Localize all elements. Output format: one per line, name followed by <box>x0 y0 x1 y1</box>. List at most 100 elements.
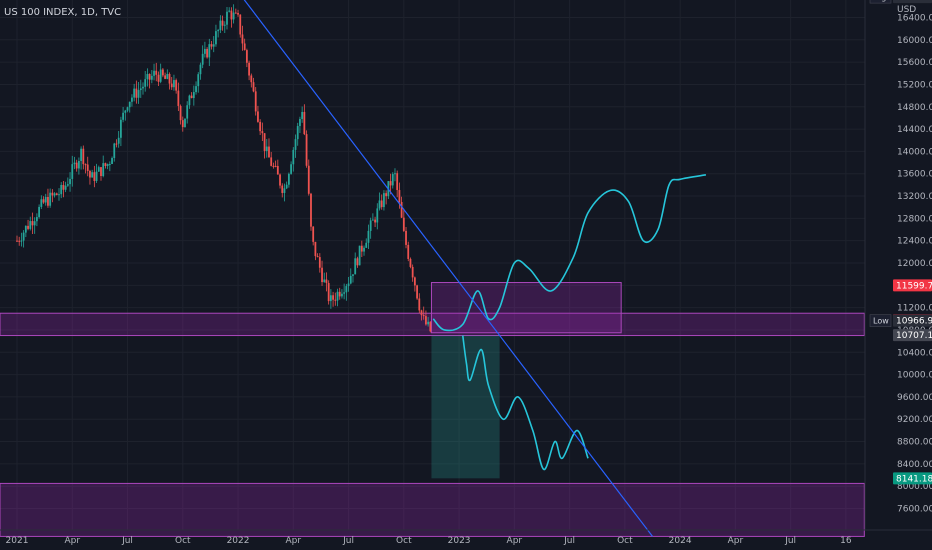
candle-body <box>80 148 83 162</box>
x-tick-label: Jul <box>784 536 796 546</box>
price-badge-value: 10707.19 <box>896 331 932 341</box>
trendline <box>243 0 653 537</box>
candle-body <box>312 226 315 242</box>
candle-body <box>371 219 374 221</box>
x-tick-label: Jul <box>342 536 354 546</box>
candle-body <box>199 64 202 75</box>
candle-body <box>44 196 47 203</box>
price-badge-bg <box>893 472 932 485</box>
price-badge-value: 8141.18 <box>896 474 932 484</box>
trendline-group <box>243 0 653 537</box>
candle-body <box>402 217 405 231</box>
projection-bearish-curve <box>461 335 589 471</box>
candle-body <box>135 88 138 98</box>
candle-body <box>405 230 407 245</box>
candle-body <box>329 295 332 302</box>
candle-body <box>420 310 423 316</box>
candle-body <box>69 178 71 185</box>
x-tick-label: 2023 <box>448 536 471 546</box>
y-tick-label: 12800.00 <box>897 214 932 224</box>
candle-body <box>119 119 122 138</box>
candle-body <box>170 83 173 88</box>
price-badge-tag: Low <box>873 317 889 326</box>
y-tick-label: 13200.00 <box>897 192 932 202</box>
candle-body <box>389 181 392 186</box>
candle-body <box>301 111 304 119</box>
candle-body <box>111 158 113 165</box>
candle-body <box>166 73 169 79</box>
candle-body <box>400 202 403 218</box>
price-badge-bg <box>893 279 932 292</box>
candle-body <box>124 110 127 113</box>
candle-body <box>334 299 337 301</box>
candle-body <box>248 62 250 76</box>
y-tick-label: 9200.00 <box>897 415 932 425</box>
candle-body <box>376 208 379 223</box>
candle-body <box>126 107 129 111</box>
price-badge-red: 11599.71 <box>893 279 932 292</box>
candle-body <box>197 74 200 87</box>
target-box <box>430 282 622 334</box>
candle-body <box>398 190 401 203</box>
candle-body <box>257 111 259 122</box>
candle-body <box>139 88 142 91</box>
projection-bullish-curve <box>432 174 707 332</box>
currency-label: USD <box>897 5 916 15</box>
candle-body <box>173 80 175 88</box>
candle-body <box>175 80 178 91</box>
candle-body <box>184 118 186 128</box>
candle-body <box>206 48 208 58</box>
candle-body <box>35 217 38 222</box>
candle-body <box>203 48 206 54</box>
y-tick-label: 15200.00 <box>897 80 932 90</box>
x-tick-label: 16 <box>840 536 852 546</box>
support-zone <box>0 312 865 337</box>
y-tick-label: 8000.00 <box>897 482 932 492</box>
y-tick-label: 8400.00 <box>897 460 932 470</box>
candle-body <box>307 165 310 194</box>
candle-body <box>356 258 359 266</box>
candle-body <box>416 285 418 299</box>
price-badge-bg <box>893 0 932 4</box>
candle-body <box>42 199 45 203</box>
candle-body <box>18 240 21 242</box>
price-axis[interactable]: 7600.00 8000.00 8400.00 8800.00 9200.00 9600.… <box>897 13 932 514</box>
candle-body <box>128 101 131 108</box>
candle-body <box>332 295 334 300</box>
candle-body <box>294 139 297 150</box>
candle-body <box>24 225 27 233</box>
time-axis[interactable]: 2021 Apr Jul Oct 2022 Apr Jul Oct 2023 Apr Jul Oct 2… <box>6 536 852 546</box>
candle-body <box>29 221 32 229</box>
candle-body <box>341 293 343 297</box>
candle-body <box>378 200 381 209</box>
candle-body <box>237 12 239 15</box>
candle-body <box>290 164 292 174</box>
price-badge-value: 10966.95 <box>896 317 932 327</box>
candle-body <box>245 50 248 63</box>
candle-body <box>305 134 308 166</box>
candle-body <box>239 14 242 35</box>
candle-body <box>252 82 255 92</box>
candle-body <box>409 258 412 267</box>
candle-body <box>20 240 23 242</box>
candle-body <box>316 256 319 258</box>
candle-body <box>303 111 306 135</box>
candle-body <box>142 86 144 89</box>
candle-body <box>195 86 197 93</box>
candle-body <box>31 221 34 226</box>
candle-body <box>296 126 299 140</box>
candle-body <box>276 165 279 175</box>
candle-body <box>16 240 18 242</box>
candle-body <box>391 174 394 186</box>
candle-body <box>168 73 171 84</box>
candle-body <box>228 10 231 12</box>
candle-body <box>51 192 54 196</box>
candle-body <box>367 230 370 243</box>
candle-body <box>22 232 25 241</box>
candle-body <box>219 20 222 31</box>
y-tick-label: 14800.00 <box>897 103 932 113</box>
projections <box>432 174 707 471</box>
price-badge-high: 16764.86 High <box>869 0 932 4</box>
